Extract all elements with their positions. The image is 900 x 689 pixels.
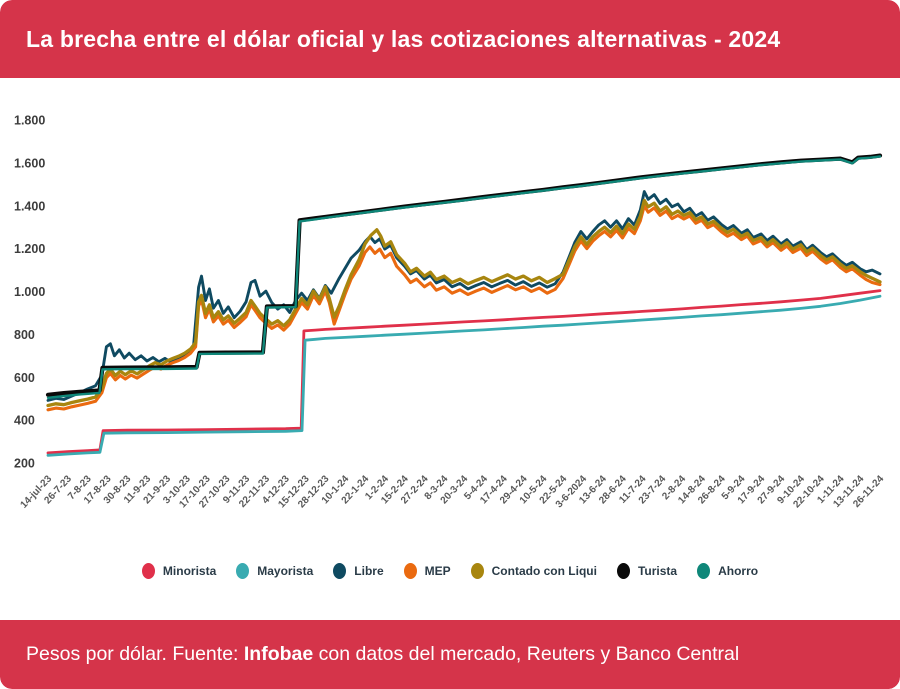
y-tick-label: 400 bbox=[14, 414, 35, 428]
legend-label-turista: Turista bbox=[637, 564, 678, 578]
chart-legend: Minorista Mayorista Libre MEP Contado con Li… bbox=[0, 559, 900, 583]
y-tick-label: 600 bbox=[14, 371, 35, 385]
legend-label-libre: Libre bbox=[354, 564, 384, 578]
legend-dot-turista bbox=[616, 563, 630, 579]
series-line-contado-con-liqui bbox=[46, 198, 882, 408]
legend-item-mayorista: Mayorista bbox=[236, 563, 313, 579]
legend-dot-contado-con-liqui bbox=[470, 563, 484, 579]
y-tick-label: 800 bbox=[14, 328, 35, 342]
y-axis-labels: 200 400 600 800 1.000 1.200 1.400 1.600 1.800 bbox=[14, 114, 45, 471]
series-line-mep bbox=[46, 204, 882, 412]
source-note-prefix: Pesos por dólar. Fuente: bbox=[26, 643, 244, 665]
legend-dot-minorista bbox=[141, 563, 155, 579]
source-note: Pesos por dólar. Fuente: Infobae con dat… bbox=[26, 643, 739, 666]
series-line-ahorro bbox=[46, 155, 882, 399]
y-tick-label: 1.800 bbox=[14, 114, 45, 128]
legend-label-mayorista: Mayorista bbox=[257, 564, 314, 578]
legend-item-contado-con-liqui: Contado con Liqui bbox=[470, 563, 597, 579]
y-tick-label: 200 bbox=[14, 457, 35, 471]
legend-label-minorista: Minorista bbox=[162, 564, 217, 578]
legend-item-libre: Libre bbox=[333, 563, 384, 579]
series-line-mayorista bbox=[46, 294, 882, 457]
legend-dot-mep bbox=[403, 563, 417, 579]
source-name: Infobae bbox=[243, 643, 314, 665]
line-chart: 200 400 600 800 1.000 1.200 1.400 1.600 1.800 14… bbox=[14, 114, 886, 511]
footer-banner: Pesos por dólar. Fuente: Infobae con dat… bbox=[0, 620, 900, 689]
legend-label-mep: MEP bbox=[424, 564, 451, 578]
y-tick-label: 1.400 bbox=[14, 199, 45, 213]
legend-dot-libre bbox=[333, 563, 347, 579]
header-banner: La brecha entre el dólar oficial y las c… bbox=[0, 0, 900, 78]
legend-dot-mayorista bbox=[236, 563, 250, 579]
page-title: La brecha entre el dólar oficial y las c… bbox=[26, 25, 781, 52]
legend-dot-ahorro bbox=[697, 563, 711, 579]
chart-series-lines bbox=[45, 153, 883, 457]
series-line-minorista bbox=[46, 289, 882, 455]
legend-item-turista: Turista bbox=[616, 563, 678, 579]
legend-label-ahorro: Ahorro bbox=[718, 564, 759, 578]
legend-label-contado-con-liqui: Contado con Liqui bbox=[491, 564, 597, 578]
source-note-suffix: con datos del mercado, Reuters y Banco C… bbox=[313, 643, 740, 665]
y-tick-label: 1.600 bbox=[14, 156, 45, 170]
y-tick-label: 1.200 bbox=[14, 242, 45, 256]
chart-area: 200 400 600 800 1.000 1.200 1.400 1.600 1.800 14… bbox=[0, 78, 900, 620]
x-axis-labels: 14-jul-2326-7-237-8-2317-8-2330-8-2311-9… bbox=[18, 473, 886, 510]
legend-item-minorista: Minorista bbox=[141, 563, 217, 579]
legend-item-mep: MEP bbox=[403, 563, 451, 579]
legend-item-ahorro: Ahorro bbox=[697, 563, 758, 579]
y-tick-label: 1.000 bbox=[14, 285, 45, 299]
